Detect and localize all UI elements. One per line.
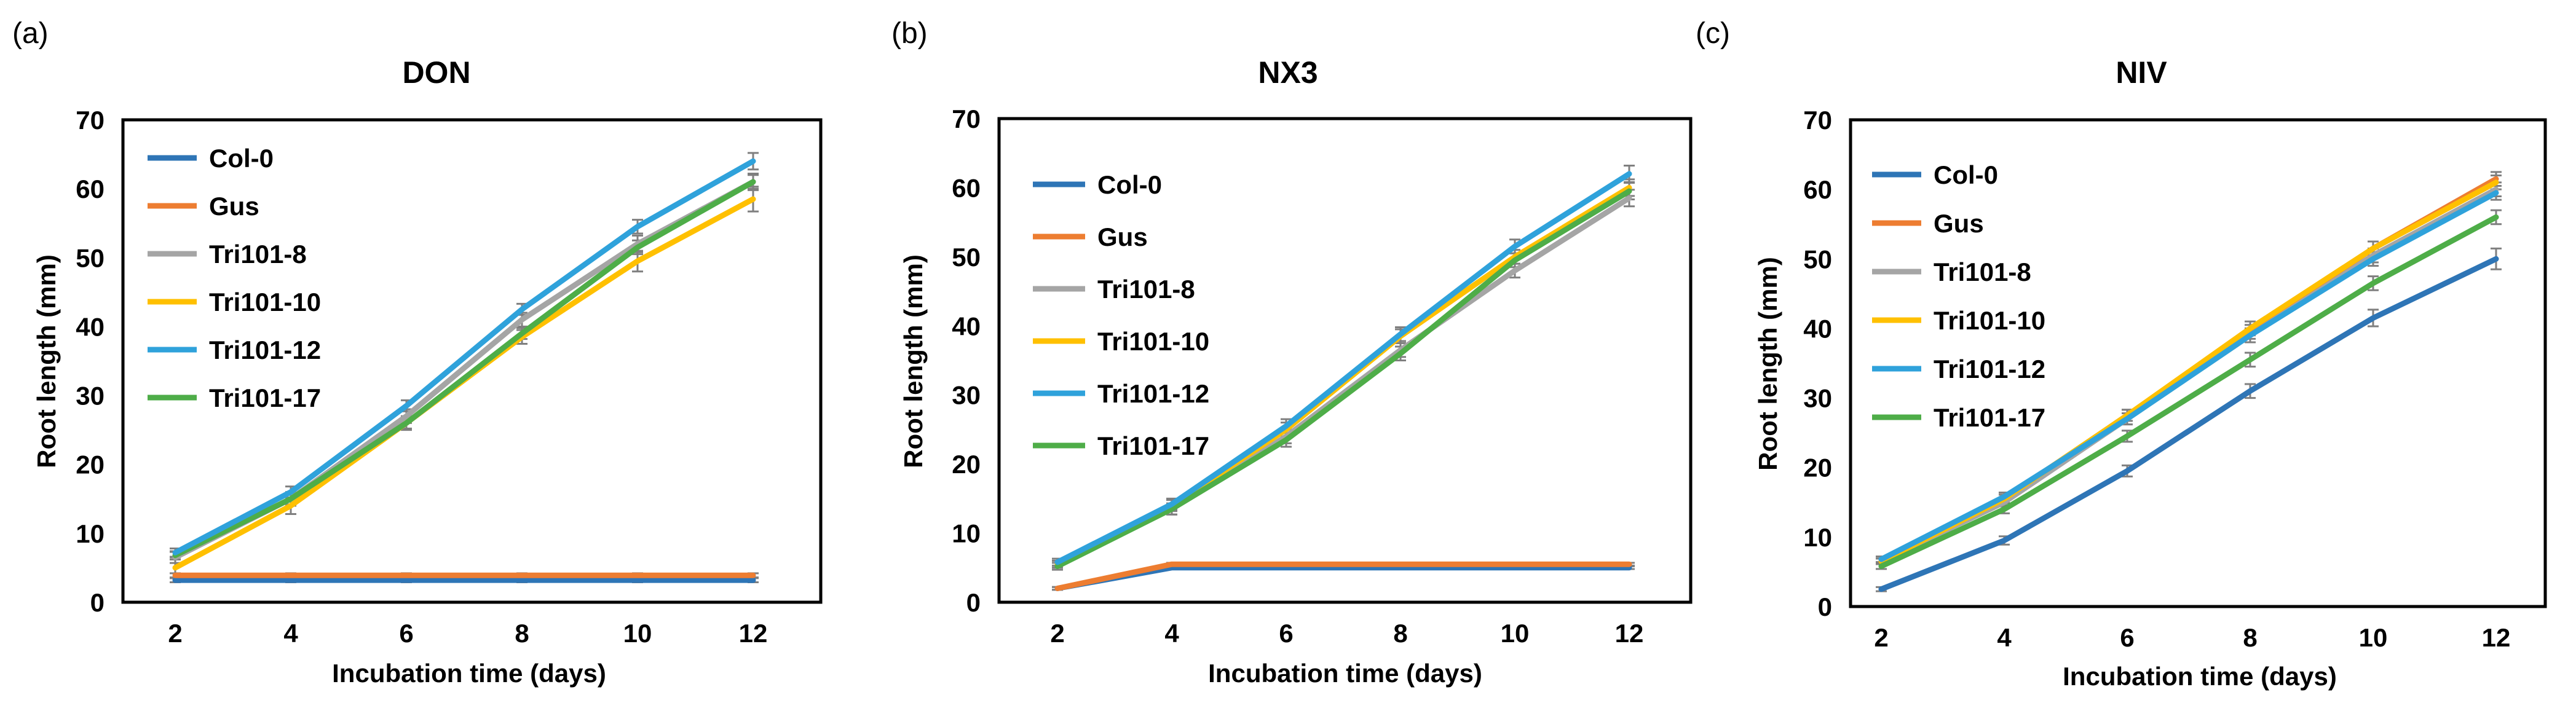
panel-b-x-tick-8: 8 [1393,619,1407,648]
panel-c-series-col-0 [1878,256,2499,592]
panel-b-legend: Col-0 Gus Tri101-8 Tri101-10 Tri101-12 T… [1033,170,1209,460]
panel-c-legend-col-0: Col-0 [1934,160,1998,189]
panel-b-legend-col-0: Col-0 [1097,170,1162,199]
panel-c-legend-tri101-8: Tri101-8 [1934,257,2031,286]
panel-b: (b) NX3 0 10 20 30 40 50 60 70 2 4 6 8 10 12 Col-0 G… [891,17,1693,688]
panel-b-x-tick-2: 2 [1050,619,1064,648]
panel-a-x-tick-8: 8 [515,619,529,648]
panel-a-x-tick-4: 4 [283,619,298,648]
panel-a-y-tick-40: 40 [76,312,105,341]
panel-c-x-axis-label: Incubation time (days) [2063,662,2337,691]
panel-c: (c) NIV 0 10 20 30 40 50 60 70 2 4 6 8 10 12 Col-0 G… [1696,17,2547,691]
panel-b-x-tick-10: 10 [1501,619,1530,648]
panel-a-legend: Col-0 Gus Tri101-8 Tri101-10 Tri101-12 T… [148,144,321,412]
panel-c-y-tick-50: 50 [1803,245,1832,273]
panel-a-series-tri101-17 [172,179,756,559]
panel-c-legend-tri101-12: Tri101-12 [1934,355,2045,383]
panel-a-legend-tri101-8: Tri101-8 [209,240,307,269]
panel-a-y-tick-20: 20 [76,450,105,479]
panel-c-x-tick-2: 2 [1874,623,1888,652]
panel-b-y-ticks: 0 10 20 30 40 50 60 70 [952,104,981,617]
panel-b-y-tick-50: 50 [952,243,981,272]
panel-b-y-tick-0: 0 [966,588,981,617]
panel-a-y-tick-0: 0 [90,588,105,617]
panel-b-legend-gus: Gus [1097,222,1148,251]
panel-a-legend-gus: Gus [209,192,259,221]
panel-c-x-tick-8: 8 [2243,623,2257,652]
panel-c-y-tick-40: 40 [1803,314,1832,343]
panel-c-y-ticks: 0 10 20 30 40 50 60 70 [1803,106,1832,621]
panel-a-series-lines [172,158,756,583]
panel-a-x-tick-12: 12 [739,619,768,648]
panel-c-y-tick-30: 30 [1803,384,1832,413]
panel-b-y-tick-70: 70 [952,104,981,133]
panel-c-x-tick-4: 4 [1997,623,2012,652]
panel-b-y-tick-60: 60 [952,173,981,202]
panel-b-plot-area [997,117,1693,604]
panel-c-title: NIV [2116,55,2167,90]
panel-b-legend-tri101-17: Tri101-17 [1097,431,1209,460]
panel-a-x-tick-10: 10 [623,619,652,648]
panel-c-series-tri101-17 [1878,214,2499,569]
panel-a-y-tick-30: 30 [76,382,105,410]
panel-a-y-axis-label: Root length (mm) [32,254,61,468]
panel-c-legend-tri101-17: Tri101-17 [1934,403,2045,432]
panel-a-y-tick-50: 50 [76,243,105,272]
panel-c-y-tick-60: 60 [1803,175,1832,204]
panel-c-legend-gus: Gus [1934,209,1984,238]
panel-a-y-ticks: 0 10 20 30 40 50 60 70 [76,106,105,617]
panel-c-label: (c) [1696,17,1730,50]
panel-b-legend-tri101-12: Tri101-12 [1097,379,1209,408]
panel-b-y-tick-30: 30 [952,381,981,410]
panel-b-x-axis-label: Incubation time (days) [1208,659,1482,688]
panel-c-x-tick-10: 10 [2359,623,2388,652]
panel-a-y-tick-70: 70 [76,106,105,135]
panel-a-legend-tri101-10: Tri101-10 [209,288,321,316]
panel-b-series-gus [1054,561,1632,591]
panel-a-x-tick-2: 2 [168,619,182,648]
panel-a-label: (a) [12,17,49,50]
panel-b-y-axis-label: Root length (mm) [899,254,928,468]
panel-b-x-tick-12: 12 [1615,619,1644,648]
panel-a-legend-col-0: Col-0 [209,144,274,173]
panel-a-title: DON [402,55,470,90]
panel-a-y-tick-10: 10 [76,519,105,548]
panel-c-y-tick-20: 20 [1803,454,1832,482]
panel-c-x-ticks: 2 4 6 8 10 12 [1874,623,2510,652]
panel-c-series-tri101-12 [1878,190,2499,562]
panel-b-y-tick-40: 40 [952,312,981,340]
panel-b-series-tri101-17 [1054,188,1632,569]
panel-b-series-tri101-12 [1054,171,1632,565]
panel-c-series-lines [1878,176,2499,592]
panel-a-legend-tri101-12: Tri101-12 [209,336,321,364]
panel-a-series-tri101-12 [172,158,756,556]
panel-b-series-lines [1054,171,1632,591]
panel-a-y-tick-60: 60 [76,175,105,203]
panel-c-legend: Col-0 Gus Tri101-8 Tri101-10 Tri101-12 T… [1872,160,2045,432]
panel-b-series-col-0 [1054,565,1632,591]
panel-c-y-tick-10: 10 [1803,523,1832,552]
panel-c-y-axis-label: Root length (mm) [1753,257,1782,471]
panel-b-label: (b) [891,17,928,50]
panel-b-title: NX3 [1258,55,1318,90]
panel-b-y-tick-10: 10 [952,519,981,548]
panel-b-x-tick-6: 6 [1279,619,1293,648]
panel-c-y-tick-70: 70 [1803,106,1832,135]
panel-c-x-tick-12: 12 [2482,623,2511,652]
panel-c-x-tick-6: 6 [2120,623,2134,652]
panel-b-legend-tri101-10: Tri101-10 [1097,327,1209,356]
panel-a-x-ticks: 2 4 6 8 10 12 [168,619,767,648]
panel-a: (a) DON 0 10 20 30 40 50 60 70 2 4 6 8 10 12 Col-0 G… [12,17,823,688]
panel-c-legend-tri101-10: Tri101-10 [1934,306,2045,335]
panel-b-y-tick-20: 20 [952,450,981,479]
panel-c-y-tick-0: 0 [1818,592,1832,621]
panel-a-x-tick-6: 6 [399,619,413,648]
panel-b-x-ticks: 2 4 6 8 10 12 [1050,619,1643,648]
panel-a-x-axis-label: Incubation time (days) [332,659,606,688]
panel-b-legend-tri101-8: Tri101-8 [1097,275,1195,304]
panel-a-legend-tri101-17: Tri101-17 [209,383,321,412]
panel-b-x-tick-4: 4 [1164,619,1179,648]
